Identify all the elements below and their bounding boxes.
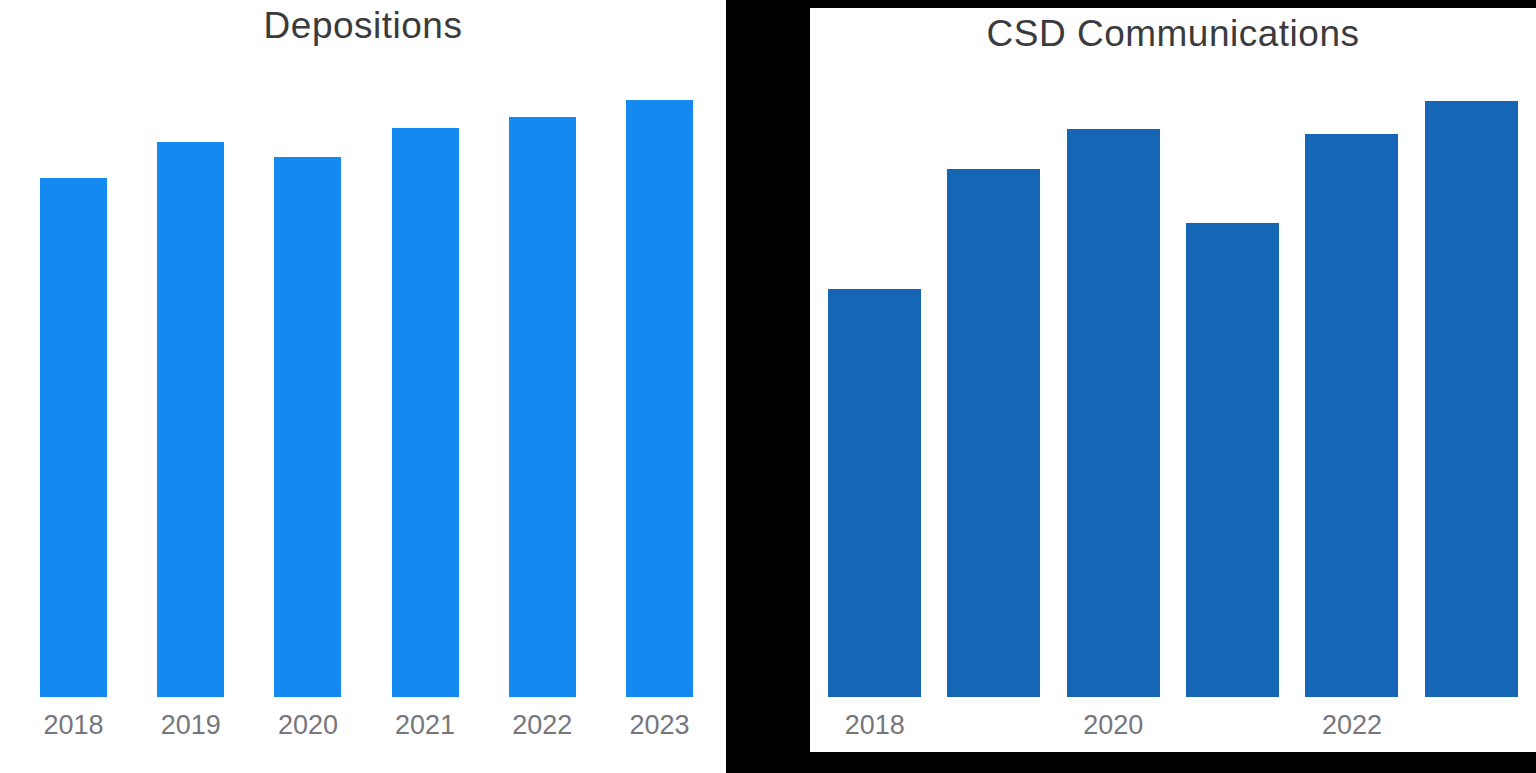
csd-communications-chart-panel: CSD Communications 2018 2020 2022 — [810, 8, 1536, 752]
csd-communications-bar-2022[interactable] — [1305, 134, 1398, 697]
csd-communications-bar-2021[interactable] — [1186, 223, 1279, 697]
csd-communications-x-axis-label-2018: 2018 — [805, 710, 944, 741]
csd-communications-column-2019 — [934, 101, 1053, 697]
depositions-column-2022: 2022 — [484, 100, 601, 697]
csd-communications-chart-title: CSD Communications — [810, 13, 1536, 55]
depositions-chart-title: Depositions — [0, 5, 726, 47]
csd-communications-bar-2020[interactable] — [1067, 129, 1160, 697]
depositions-bar-2021[interactable] — [392, 128, 459, 697]
csd-communications-bar-2023[interactable] — [1425, 101, 1518, 697]
csd-communications-column-2018: 2018 — [815, 101, 934, 697]
depositions-bar-2018[interactable] — [40, 178, 107, 697]
depositions-column-2020: 2020 — [249, 100, 366, 697]
depositions-bar-2019[interactable] — [157, 142, 224, 697]
csd-communications-bar-2019[interactable] — [947, 169, 1040, 697]
depositions-column-2019: 2019 — [132, 100, 249, 697]
depositions-column-2018: 2018 — [15, 100, 132, 697]
csd-communications-bar-2018[interactable] — [828, 289, 921, 697]
depositions-column-2023: 2023 — [601, 100, 718, 697]
csd-communications-plot-area: 2018 2020 2022 — [815, 101, 1531, 697]
csd-communications-column-2020: 2020 — [1054, 101, 1173, 697]
depositions-chart-panel: Depositions 201820192020202120222023 — [0, 0, 726, 773]
dashboard-canvas: { "background_color": "#000000", "panel_… — [0, 0, 1536, 773]
depositions-x-axis-label-2023: 2023 — [591, 710, 728, 741]
depositions-column-2021: 2021 — [367, 100, 484, 697]
depositions-bar-2023[interactable] — [626, 100, 693, 697]
depositions-bar-2022[interactable] — [509, 117, 576, 697]
csd-communications-x-axis-label-2020: 2020 — [1044, 710, 1183, 741]
csd-communications-column-2023 — [1412, 101, 1531, 697]
csd-communications-column-2021 — [1173, 101, 1292, 697]
depositions-bar-2020[interactable] — [274, 157, 341, 697]
depositions-plot-area: 201820192020202120222023 — [15, 100, 718, 697]
csd-communications-x-axis-label-2022: 2022 — [1282, 710, 1421, 741]
csd-communications-column-2022: 2022 — [1292, 101, 1411, 697]
